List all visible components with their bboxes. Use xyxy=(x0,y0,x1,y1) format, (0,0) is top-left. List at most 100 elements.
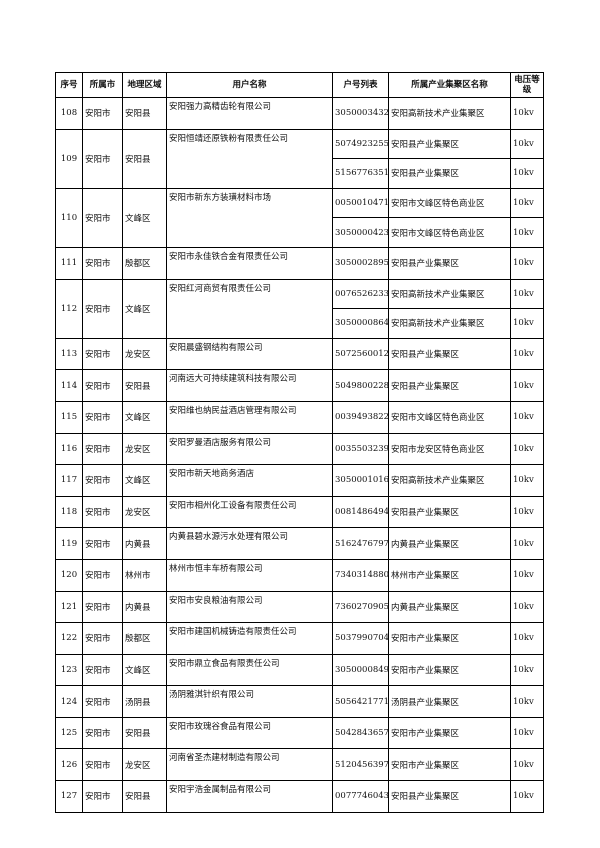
table-row: 110 安阳市 文峰区 安阳市新东方装璜材料市场 0050010471 安阳市文峰区特色商… xyxy=(55,187,544,248)
table-row: 117 安阳市 文峰区 安阳市新天地商务酒店 3050001016 安阳高新技术产业集聚区… xyxy=(55,464,544,497)
area-cell: 殷都区 xyxy=(122,622,167,655)
city-cell: 安阳市 xyxy=(82,128,123,189)
id-cell: 118 xyxy=(55,495,83,529)
id-cell: 111 xyxy=(55,246,83,280)
data-table: 序号 所属市 地理区域 用户名称 户号列表 所属产业集聚区名称 电压等级 108 安阳市 安阳县… xyxy=(55,72,544,813)
area-cell: 安阳县 xyxy=(122,97,167,130)
id-cell: 114 xyxy=(55,369,83,402)
header-cell: 户号列表 xyxy=(332,72,389,98)
voltage-cell: 10kv xyxy=(510,558,544,592)
id-cell: 124 xyxy=(55,685,83,718)
area-cell: 林州市 xyxy=(122,558,167,592)
id-cell: 108 xyxy=(55,97,83,130)
id-cell: 109 xyxy=(55,128,83,189)
voltage-cell: 10kv xyxy=(510,685,544,718)
account-cell: 7340314880 xyxy=(332,558,389,592)
user-cell: 安阳强力高精齿轮有限公司 xyxy=(166,97,333,130)
user-cell: 安阳宇浩金属制品有限公司 xyxy=(166,780,333,813)
area-cell: 安阳县 xyxy=(122,716,167,750)
id-cell: 117 xyxy=(55,464,83,497)
header-cell: 所属市 xyxy=(82,72,123,98)
account-cell: 5072560012 xyxy=(332,337,389,371)
id-cell: 127 xyxy=(55,780,83,813)
account-cell: 5156776351 xyxy=(332,158,389,189)
zone-cell: 安阳县产业集聚区 xyxy=(388,128,511,160)
city-cell: 安阳市 xyxy=(82,337,123,371)
voltage-cell: 10kv xyxy=(510,495,544,529)
account-cell: 5056421771 xyxy=(332,685,389,718)
area-cell: 文峰区 xyxy=(122,278,167,339)
account-cell: 5042843657 xyxy=(332,716,389,750)
id-cell: 125 xyxy=(55,716,83,750)
account-cell: 7360270905 xyxy=(332,590,389,624)
voltage-cell: 10kv xyxy=(510,246,544,280)
voltage-cell: 10kv xyxy=(510,464,544,497)
user-cell: 安阳维也纳民益酒店管理有限公司 xyxy=(166,400,333,434)
zone-cell: 安阳市产业集聚区 xyxy=(388,748,511,782)
table-row: 112 安阳市 文峰区 安阳红河商贸有限责任公司 0076526233 安阳高新技术产业集… xyxy=(55,278,544,339)
account-cell: 0077746043 xyxy=(332,780,389,813)
user-cell: 安阳晨盛钢结构有限公司 xyxy=(166,337,333,371)
city-cell: 安阳市 xyxy=(82,653,123,687)
user-cell: 河南省圣杰建材制造有限公司 xyxy=(166,748,333,782)
zone-cell: 安阳市文峰区特色商业区 xyxy=(388,400,511,434)
id-cell: 120 xyxy=(55,558,83,592)
city-cell: 安阳市 xyxy=(82,527,123,560)
area-cell: 龙安区 xyxy=(122,432,167,466)
table-row: 113 安阳市 龙安区 安阳晨盛钢结构有限公司 5072560012 安阳县产业集聚区 10… xyxy=(55,337,544,371)
account-cell: 3050000864 xyxy=(332,308,389,339)
id-cell: 112 xyxy=(55,278,83,339)
id-cell: 126 xyxy=(55,748,83,782)
zone-cell: 安阳市文峰区特色商业区 xyxy=(388,187,511,219)
voltage-cell: 10kv xyxy=(510,128,544,160)
voltage-cell: 10kv xyxy=(510,369,544,402)
area-cell: 内黄县 xyxy=(122,527,167,560)
city-cell: 安阳市 xyxy=(82,590,123,624)
city-cell: 安阳市 xyxy=(82,400,123,434)
id-cell: 119 xyxy=(55,527,83,560)
city-cell: 安阳市 xyxy=(82,495,123,529)
city-cell: 安阳市 xyxy=(82,278,123,339)
voltage-cell: 10kv xyxy=(510,97,544,130)
header-cell: 地理区域 xyxy=(122,72,167,98)
city-cell: 安阳市 xyxy=(82,748,123,782)
zone-cell: 安阳高新技术产业集聚区 xyxy=(388,97,511,130)
zone-cell: 安阳市文峰区特色商业区 xyxy=(388,217,511,248)
zone-cell: 汤阴县产业集聚区 xyxy=(388,685,511,718)
user-cell: 安阳市新天地商务酒店 xyxy=(166,464,333,497)
account-cell: 3050001016 xyxy=(332,464,389,497)
zone-cell: 安阳高新技术产业集聚区 xyxy=(388,308,511,339)
user-cell: 安阳恒靖还原铁粉有限责任公司 xyxy=(166,128,333,189)
header-cell: 用户名称 xyxy=(166,72,333,98)
zone-cell: 安阳市龙安区特色商业区 xyxy=(388,432,511,466)
city-cell: 安阳市 xyxy=(82,685,123,718)
account-cell: 5037990704 xyxy=(332,622,389,655)
table-row: 118 安阳市 龙安区 安阳市相州化工设备有限责任公司 0081486494 安阳县产业集… xyxy=(55,495,544,529)
city-cell: 安阳市 xyxy=(82,716,123,750)
user-cell: 安阳罗曼酒店服务有限公司 xyxy=(166,432,333,466)
table-row: 108 安阳市 安阳县 安阳强力高精齿轮有限公司 3050003432 安阳高新技术产业集… xyxy=(55,97,544,130)
zone-cell: 安阳高新技术产业集聚区 xyxy=(388,464,511,497)
area-cell: 文峰区 xyxy=(122,187,167,248)
user-cell: 安阳市相州化工设备有限责任公司 xyxy=(166,495,333,529)
account-cell: 3050003432 xyxy=(332,97,389,130)
area-cell: 内黄县 xyxy=(122,590,167,624)
zone-cell: 安阳县产业集聚区 xyxy=(388,495,511,529)
table-row: 126 安阳市 龙安区 河南省圣杰建材制造有限公司 5120456397 安阳市产业集聚区… xyxy=(55,748,544,782)
voltage-cell: 10kv xyxy=(510,158,544,189)
zone-cell: 安阳市产业集聚区 xyxy=(388,716,511,750)
table-row: 5156776351 安阳县产业集聚区 10kv xyxy=(56,158,544,189)
zone-cell: 安阳县产业集聚区 xyxy=(388,369,511,402)
city-cell: 安阳市 xyxy=(82,780,123,813)
area-cell: 安阳县 xyxy=(122,369,167,402)
account-cell: 0081486494 xyxy=(332,495,389,529)
table-row: 111 安阳市 殷都区 安阳市永佳铁合金有限责任公司 3050002895 安阳县产业集聚… xyxy=(55,246,544,280)
voltage-cell: 10kv xyxy=(510,337,544,371)
id-cell: 122 xyxy=(55,622,83,655)
area-cell: 文峰区 xyxy=(122,400,167,434)
zone-cell: 安阳县产业集聚区 xyxy=(388,337,511,371)
table-row: 119 安阳市 内黄县 内黄县碧水源污水处理有限公司 5162476797 内黄县产业集聚… xyxy=(55,527,544,560)
city-cell: 安阳市 xyxy=(82,97,123,130)
voltage-cell: 10kv xyxy=(510,748,544,782)
account-cell: 0050010471 xyxy=(332,187,389,219)
